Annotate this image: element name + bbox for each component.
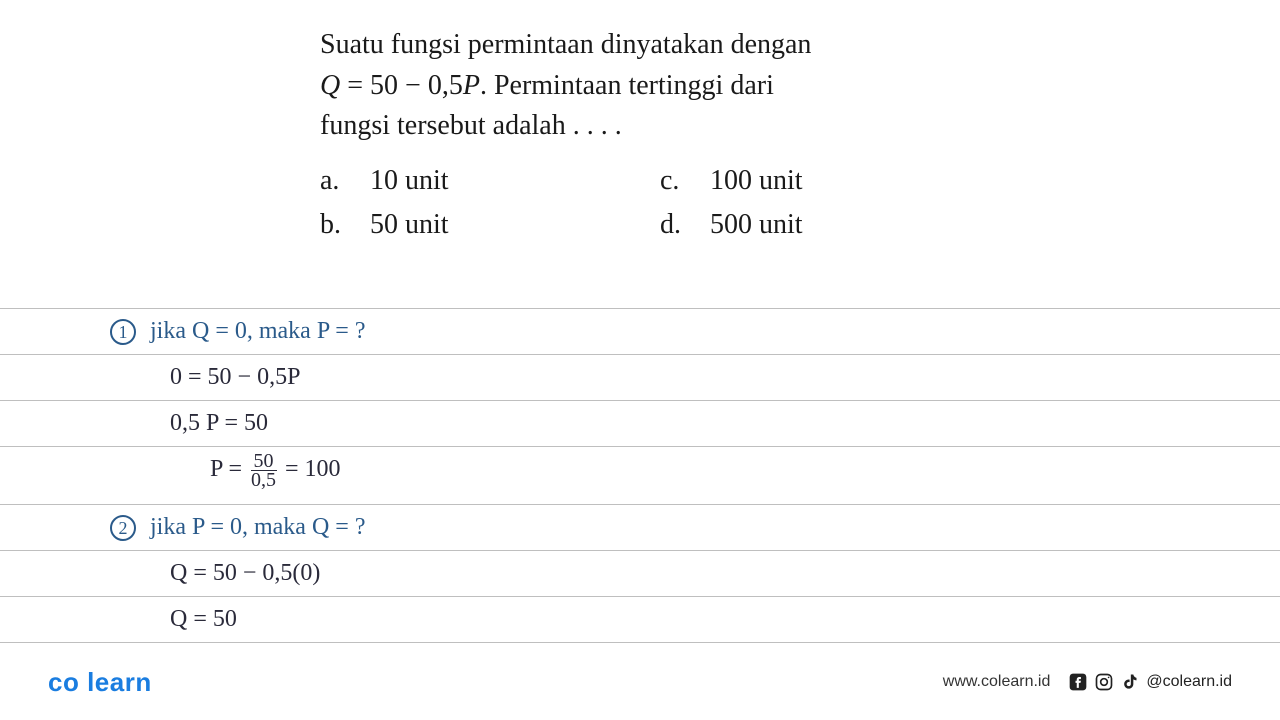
- social-group: @colearn.id: [1068, 672, 1232, 692]
- step2-marker: 2: [110, 515, 136, 541]
- rule-line: [0, 504, 1280, 505]
- footer-url: www.colearn.id: [943, 673, 1051, 691]
- option-b: b. 50 unit: [320, 209, 620, 241]
- option-c-text: 100 unit: [710, 165, 803, 197]
- step1-work-line3: P = 50 0,5 = 100: [210, 452, 341, 489]
- option-d-letter: d.: [660, 209, 710, 241]
- option-c-letter: c.: [660, 165, 710, 197]
- question-line3: fungsi tersebut adalah . . . .: [320, 110, 622, 141]
- step1-work-post: = 100: [285, 456, 341, 482]
- option-b-text: 50 unit: [370, 209, 449, 241]
- notebook-area: 1 jika Q = 0, maka P = ? 0 = 50 − 0,5P 0…: [0, 290, 1280, 650]
- instagram-icon: [1094, 672, 1114, 692]
- rule-line: [0, 642, 1280, 643]
- question-line1: Suatu fungsi permintaan dinyatakan denga…: [320, 29, 811, 60]
- option-d: d. 500 unit: [660, 209, 960, 241]
- rule-line: [0, 354, 1280, 355]
- question-block: Suatu fungsi permintaan dinyatakan denga…: [320, 25, 960, 241]
- step2-work-line2: Q = 50: [170, 606, 237, 633]
- option-a-letter: a.: [320, 165, 370, 197]
- step1-work-pre: P =: [210, 456, 248, 482]
- option-b-letter: b.: [320, 209, 370, 241]
- brand-logo: co learn: [48, 667, 152, 698]
- step1-work-line1: 0 = 50 − 0,5P: [170, 364, 300, 391]
- question-var-q: Q: [320, 70, 340, 101]
- footer-right: www.colearn.id @colearn.id: [943, 672, 1232, 692]
- step1-fraction: 50 0,5: [248, 452, 279, 489]
- rule-line: [0, 400, 1280, 401]
- footer: co learn www.colearn.id @colearn.id: [0, 662, 1280, 702]
- option-a: a. 10 unit: [320, 165, 620, 197]
- option-a-text: 10 unit: [370, 165, 449, 197]
- question-text: Suatu fungsi permintaan dinyatakan denga…: [320, 25, 960, 147]
- step1-marker: 1: [110, 319, 136, 345]
- options-grid: a. 10 unit c. 100 unit b. 50 unit d. 500…: [320, 165, 960, 241]
- step1-frac-bot: 0,5: [248, 471, 279, 489]
- tiktok-icon: [1120, 672, 1140, 692]
- social-handle: @colearn.id: [1146, 673, 1232, 691]
- step1-heading: 1 jika Q = 0, maka P = ?: [110, 318, 365, 345]
- step1-text: jika Q = 0, maka P = ?: [150, 318, 365, 344]
- facebook-icon: [1068, 672, 1088, 692]
- step2-heading: 2 jika P = 0, maka Q = ?: [110, 514, 365, 541]
- step2-text: jika P = 0, maka Q = ?: [150, 514, 365, 540]
- rule-line: [0, 308, 1280, 309]
- step1-work-line2: 0,5 P = 50: [170, 410, 268, 437]
- question-line2-post: . Permintaan tertinggi dari: [480, 70, 774, 101]
- step2-work-line1: Q = 50 − 0,5(0): [170, 560, 320, 587]
- rule-line: [0, 596, 1280, 597]
- option-c: c. 100 unit: [660, 165, 960, 197]
- rule-line: [0, 550, 1280, 551]
- rule-line: [0, 446, 1280, 447]
- question-eq: = 50 − 0,5: [340, 70, 463, 101]
- question-var-p: P: [463, 70, 480, 101]
- option-d-text: 500 unit: [710, 209, 803, 241]
